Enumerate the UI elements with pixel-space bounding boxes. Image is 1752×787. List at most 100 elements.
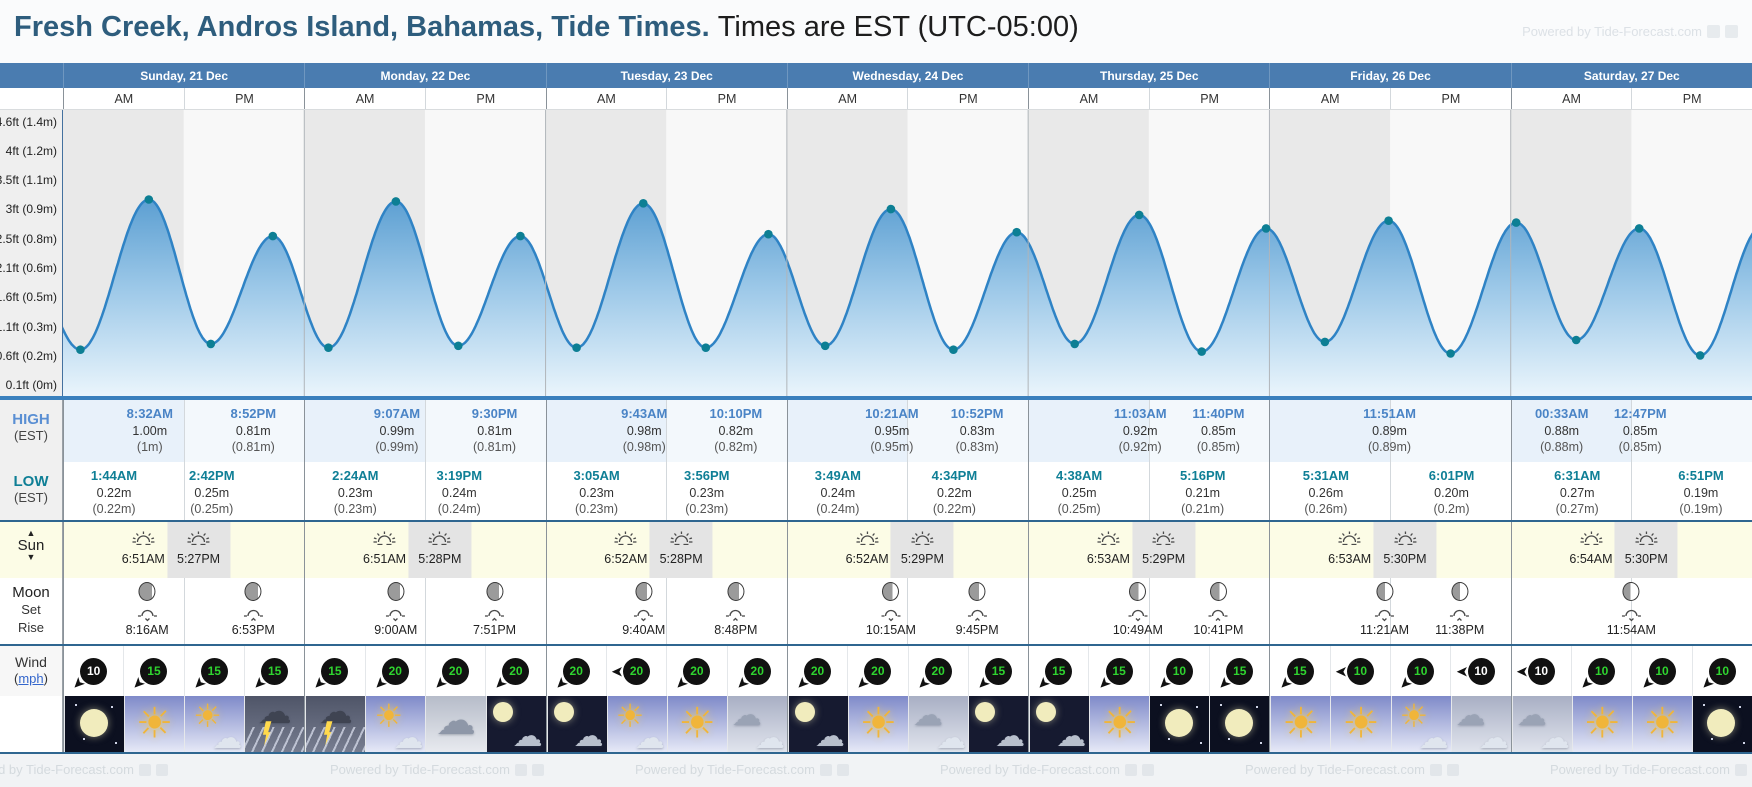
low-tide-height: 0.23m bbox=[579, 485, 614, 500]
weather-quarter: ☀ bbox=[1631, 696, 1692, 752]
wind-indicator: 10 ➤ bbox=[1576, 657, 1616, 693]
weather-row: ☀ ☀ ☁ ☁ ☁ ☀ ☁ ☁ ☁ ☁ ☀ ☁ ☀ ☁ ☁ ☁ ☀ ☁ ☁ ☁ ☁ ☀ ☀ ☀ ☀ ☁ ☁ ☁ ☁ ☁ ☀ ☀ bbox=[0, 696, 1752, 754]
am-label: AM bbox=[1320, 91, 1340, 106]
sunrise-block: 6:51AM bbox=[122, 522, 165, 566]
high-tide-entry: 10:52PM 0.83m (0.83m) bbox=[921, 406, 1033, 455]
sun-glyph: ☀ bbox=[1342, 698, 1380, 748]
wind-direction-arrow-icon: ➤ bbox=[1636, 672, 1658, 694]
high-tide-height-alt: (0.83m) bbox=[955, 439, 999, 454]
high-tide-entry: 10:21AM 0.95m (0.95m) bbox=[836, 406, 948, 455]
low-tide-time: 3:05AM bbox=[573, 468, 620, 483]
weather-quarter: ☀ bbox=[1330, 696, 1391, 752]
wind-day-cell: 20 ➤ 20 ➤ 20 ➤ 20 ➤ bbox=[545, 646, 787, 696]
am-pm-cell: AM PM bbox=[304, 88, 545, 109]
moon-phase-icon bbox=[1129, 582, 1147, 601]
weather-overcast-icon: ☁ bbox=[426, 696, 486, 752]
sort-down-icon[interactable]: ▼ bbox=[26, 552, 36, 562]
sunrise-icon bbox=[373, 531, 397, 549]
wind-indicator: 20 ➤ bbox=[490, 657, 530, 693]
wind-speed: 10 bbox=[1353, 664, 1368, 678]
sun-glyph: ☀ bbox=[678, 698, 717, 748]
wind-unit-link[interactable]: mph bbox=[18, 670, 44, 686]
wind-row: Wind (mph) 10 ➤ 15 ➤ 15 ➤ 15 ➤ 15 ➤ 20 ➤ 20 ➤ 20 ➤ 20 ➤ 20… bbox=[0, 646, 1752, 696]
wind-indicator: 10 ➤ bbox=[1516, 657, 1555, 685]
weather-sunny-icon: ☀ bbox=[848, 696, 908, 752]
high-tide-time: 10:52PM bbox=[950, 406, 1004, 421]
wind-quarter: 15 ➤ bbox=[183, 646, 244, 696]
pm-half bbox=[907, 462, 1028, 520]
wind-day-cell: 15 ➤ 10 ➤ 10 ➤ 10 ➤ bbox=[1269, 646, 1510, 696]
high-tide-height: 0.81m bbox=[477, 423, 512, 438]
footer-powered-by-text: Powered by Tide-Forecast.com bbox=[0, 762, 134, 777]
wind-quarter: 10 ➤ bbox=[1390, 646, 1450, 696]
footer-powered-by: Powered by Tide-Forecast.com bbox=[0, 762, 168, 777]
weather-storm-icon: ☁ bbox=[306, 696, 366, 752]
high-tide-dot bbox=[1634, 224, 1644, 233]
share-icon bbox=[1141, 763, 1154, 776]
weather-night-cloudy-icon: ☁ bbox=[486, 696, 546, 752]
weather-quarter: ☀ bbox=[666, 696, 727, 752]
moon-rise-time: 8:48PM bbox=[714, 623, 758, 637]
low-tide-time: 6:31AM bbox=[1554, 468, 1601, 483]
moon-set-label: Set bbox=[21, 602, 41, 617]
am-label: AM bbox=[114, 91, 134, 106]
low-tide-entry: 3:19PM 0.24m (0.24m) bbox=[403, 468, 515, 517]
wind-direction-arrow-icon: ➤ bbox=[1455, 662, 1469, 680]
weather-day-cell: ☁ ☀ ☁ ☁ ☁ bbox=[786, 696, 1029, 752]
high-tide-dot bbox=[764, 229, 773, 239]
low-tide-day-cell: 3:05AM 0.23m (0.23m) 3:56PM 0.23m (0.23m) bbox=[545, 462, 787, 520]
y-axis-tick: 4ft (1.2m) bbox=[5, 143, 57, 158]
high-tide-dot bbox=[1134, 210, 1144, 220]
footer-powered-by-text: Powered by Tide-Forecast.com bbox=[1245, 762, 1425, 777]
weather-quarter: ☀ ☁ bbox=[365, 696, 426, 752]
wind-speed: 20 bbox=[750, 664, 764, 678]
wind-speed: 10 bbox=[1715, 664, 1729, 678]
low-tide-time: 2:42PM bbox=[189, 468, 235, 483]
cloud-glyph: ☁ bbox=[1539, 721, 1570, 752]
wind-speed: 15 bbox=[328, 664, 342, 678]
footer-powered-by: Powered by Tide-Forecast.com bbox=[940, 762, 1154, 777]
sunset-time: 5:30PM bbox=[1624, 552, 1668, 566]
moon-set-icon bbox=[1113, 608, 1163, 622]
cloud-glyph: ☁ bbox=[913, 698, 943, 733]
wind-indicator: 10 ➤ bbox=[68, 657, 108, 693]
weather-night-clear-icon bbox=[1210, 696, 1270, 752]
moon-rise-icon bbox=[473, 608, 516, 622]
wind-row-label: Wind (mph) bbox=[0, 646, 63, 696]
sunset-icon bbox=[910, 531, 934, 549]
moon-event: 9:45PM bbox=[956, 582, 999, 637]
high-tide-entry: 11:03AM 0.92m (0.92m) bbox=[1084, 406, 1196, 455]
am-half bbox=[1270, 400, 1391, 462]
wind-speed: 20 bbox=[931, 664, 945, 678]
low-tide-dot bbox=[206, 339, 216, 349]
wind-quarter: 20 ➤ bbox=[726, 646, 787, 696]
sunrise-block: 6:51AM bbox=[363, 522, 406, 566]
low-tide-dot bbox=[949, 345, 958, 354]
stars bbox=[1220, 704, 1223, 706]
cloud-glyph: ☁ bbox=[1418, 721, 1449, 752]
weather-cloudy-icon: ☁ ☁ bbox=[909, 696, 969, 752]
moon-event: 10:49AM bbox=[1113, 582, 1163, 637]
moon-phase-icon bbox=[727, 582, 745, 601]
weather-quarter: ☀ bbox=[1270, 696, 1331, 752]
weather-night-cloudy-icon: ☁ bbox=[788, 696, 848, 752]
pm-label: PM bbox=[666, 88, 787, 109]
weather-day-cell: ☀ ☀ ☀ ☁ ☁ ☁ bbox=[1269, 696, 1511, 752]
wind-direction-arrow-icon: ➤ bbox=[1153, 672, 1175, 694]
low-label: LOW bbox=[13, 473, 49, 490]
am-pm-row: AM PM AM PM AM PM AM PM AM PM AM PM AM PM bbox=[0, 88, 1752, 110]
am-half bbox=[1029, 400, 1149, 462]
pm-label: PM bbox=[183, 88, 305, 109]
wind-indicator: 10 ➤ bbox=[1395, 657, 1435, 693]
low-tide-dot bbox=[572, 343, 581, 352]
low-tide-dot bbox=[1571, 335, 1581, 345]
wind-quarter: 20 ➤ bbox=[788, 646, 847, 696]
high-tide-day-cell: 00:33AM 0.88m (0.88m) 12:47PM 0.85m (0.85m) bbox=[1510, 400, 1752, 462]
weather-night-clear-icon bbox=[1692, 696, 1752, 752]
sunset-time: 5:28PM bbox=[418, 552, 462, 566]
wind-direction-arrow-icon: ➤ bbox=[671, 672, 693, 694]
wind-direction-arrow-icon: ➤ bbox=[1576, 672, 1597, 694]
sort-up-icon[interactable]: ▲ bbox=[26, 528, 36, 538]
wind-quarter: 10 ➤ bbox=[1148, 646, 1209, 696]
sunset-icon bbox=[669, 531, 693, 549]
